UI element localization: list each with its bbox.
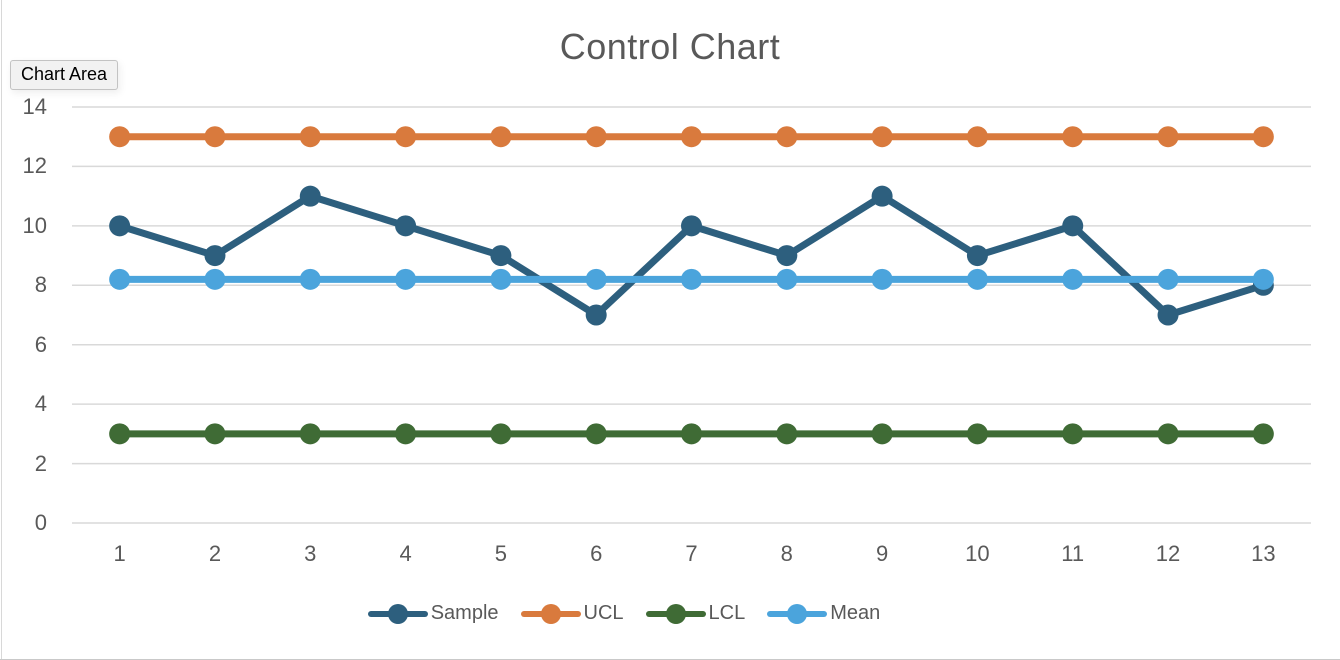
data-point-ucl-9[interactable]	[871, 126, 893, 148]
data-point-mean-9[interactable]	[871, 268, 893, 290]
data-point-lcl-9[interactable]	[871, 423, 893, 445]
data-point-lcl-5[interactable]	[490, 423, 512, 445]
data-point-sample-9[interactable]	[871, 185, 893, 207]
data-point-ucl-12[interactable]	[1157, 126, 1179, 148]
data-point-lcl-6[interactable]	[585, 423, 607, 445]
data-point-ucl-6[interactable]	[585, 126, 607, 148]
data-point-sample-3[interactable]	[299, 185, 321, 207]
data-point-ucl-7[interactable]	[681, 126, 702, 148]
y-tick-label-12: 12	[22, 153, 47, 179]
legend: Sample UCL LCL Mean	[0, 602, 1340, 625]
data-point-mean-5[interactable]	[490, 268, 512, 290]
data-point-mean-2[interactable]	[204, 268, 226, 290]
legend-marker-icon-ucl	[520, 603, 581, 624]
x-tick-label-9: 9	[875, 541, 889, 566]
data-point-ucl-1[interactable]	[109, 126, 131, 148]
legend-item-ucl[interactable]: UCL	[520, 602, 624, 625]
legend-marker-icon-mean	[767, 603, 828, 624]
data-point-ucl-2[interactable]	[204, 126, 226, 148]
data-point-ucl-8[interactable]	[776, 126, 798, 148]
data-point-sample-2[interactable]	[204, 245, 226, 267]
data-point-mean-8[interactable]	[776, 268, 798, 290]
legend-label-ucl: UCL	[583, 602, 624, 624]
x-tick-label-10: 10	[965, 541, 990, 566]
data-point-sample-8[interactable]	[776, 245, 798, 267]
data-point-mean-11[interactable]	[1062, 268, 1084, 290]
y-tick-label-10: 10	[22, 212, 47, 238]
data-point-lcl-11[interactable]	[1062, 423, 1084, 445]
x-tick-label-8: 8	[780, 541, 793, 566]
legend-item-mean[interactable]: Mean	[767, 602, 880, 625]
data-point-lcl-12[interactable]	[1157, 423, 1179, 445]
data-point-sample-6[interactable]	[585, 304, 607, 326]
data-point-sample-11[interactable]	[1062, 215, 1084, 237]
y-tick-label-2: 2	[34, 450, 47, 476]
legend-item-lcl[interactable]: LCL	[645, 602, 746, 625]
data-point-mean-4[interactable]	[395, 268, 417, 290]
data-point-mean-6[interactable]	[585, 268, 607, 290]
data-point-mean-1[interactable]	[109, 268, 131, 290]
x-tick-label-1: 1	[113, 541, 126, 566]
data-point-mean-3[interactable]	[299, 268, 321, 290]
x-tick-label-2: 2	[208, 541, 222, 566]
x-tick-label-13: 13	[1251, 541, 1276, 566]
y-tick-label-6: 6	[34, 331, 47, 357]
chart-title: Control Chart	[559, 26, 781, 67]
data-point-lcl-7[interactable]	[681, 423, 702, 445]
data-point-mean-13[interactable]	[1252, 268, 1274, 290]
data-point-sample-12[interactable]	[1157, 304, 1179, 326]
data-point-mean-10[interactable]	[966, 268, 988, 290]
legend-item-sample[interactable]: Sample	[367, 602, 499, 625]
data-point-ucl-5[interactable]	[490, 126, 512, 148]
x-tick-label-11: 11	[1061, 541, 1085, 566]
data-point-lcl-3[interactable]	[299, 423, 321, 445]
data-point-lcl-8[interactable]	[776, 423, 798, 445]
x-tick-label-4: 4	[399, 541, 412, 566]
data-point-sample-7[interactable]	[681, 215, 702, 237]
x-tick-label-7: 7	[685, 541, 698, 566]
data-point-lcl-13[interactable]	[1252, 423, 1274, 445]
data-point-sample-1[interactable]	[109, 215, 131, 237]
legend-label-mean: Mean	[830, 602, 881, 624]
data-point-ucl-11[interactable]	[1062, 126, 1084, 148]
data-point-mean-7[interactable]	[681, 268, 702, 290]
data-point-lcl-2[interactable]	[204, 423, 226, 445]
legend-marker-icon-sample	[367, 603, 428, 624]
data-point-sample-10[interactable]	[966, 245, 988, 267]
data-point-mean-12[interactable]	[1157, 268, 1179, 290]
legend-label-lcl: LCL	[708, 602, 746, 624]
data-point-sample-5[interactable]	[490, 245, 512, 267]
data-point-ucl-10[interactable]	[966, 126, 988, 148]
data-point-lcl-1[interactable]	[109, 423, 131, 445]
data-point-lcl-10[interactable]	[966, 423, 988, 445]
legend-marker-icon-lcl	[645, 603, 706, 624]
x-tick-label-12: 12	[1155, 541, 1181, 566]
window-left-edge	[1, 0, 2, 660]
y-tick-label-14: 14	[22, 94, 47, 119]
y-tick-label-0: 0	[34, 510, 47, 535]
chart-area-tooltip: Chart Area	[10, 60, 119, 90]
data-point-ucl-3[interactable]	[299, 126, 321, 148]
data-point-ucl-4[interactable]	[395, 126, 417, 148]
data-point-sample-4[interactable]	[395, 215, 417, 237]
series-line-sample[interactable]	[116, 192, 1267, 319]
legend-label-sample: Sample	[430, 602, 499, 624]
y-tick-label-8: 8	[34, 272, 47, 298]
data-point-lcl-4[interactable]	[395, 423, 417, 445]
x-tick-label-3: 3	[304, 541, 317, 566]
x-tick-label-5: 5	[494, 541, 507, 566]
y-tick-label-4: 4	[34, 391, 47, 417]
data-point-ucl-13[interactable]	[1252, 126, 1274, 148]
x-tick-label-6: 6	[590, 541, 603, 566]
